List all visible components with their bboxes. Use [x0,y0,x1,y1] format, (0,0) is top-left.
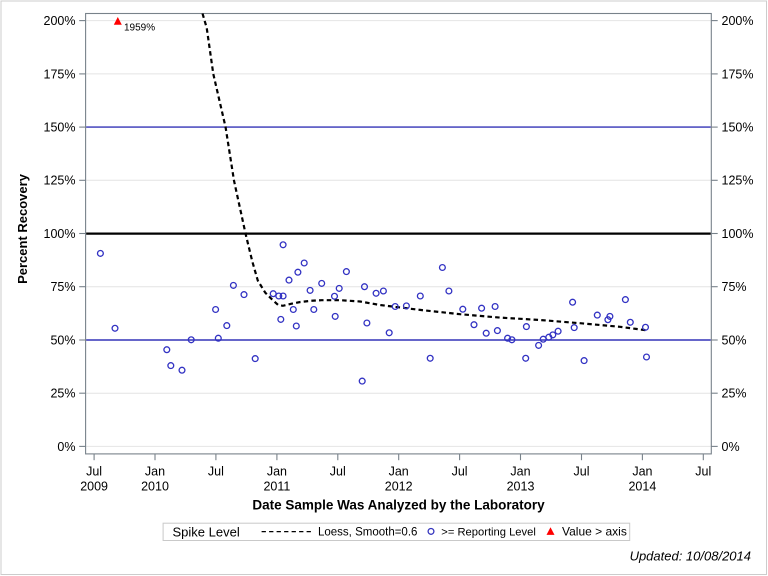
svg-text:0%: 0% [57,440,75,454]
svg-text:Jan: Jan [267,464,287,478]
svg-text:Jul: Jul [208,464,224,478]
svg-text:100%: 100% [44,227,76,241]
svg-text:25%: 25% [50,387,75,401]
svg-text:50%: 50% [50,333,75,347]
svg-text:Jul: Jul [574,464,590,478]
svg-text:>= Reporting Level: >= Reporting Level [441,527,536,539]
svg-text:Jan: Jan [389,464,409,478]
svg-text:2009: 2009 [80,479,108,493]
svg-text:125%: 125% [722,174,754,188]
svg-text:2013: 2013 [507,479,535,493]
svg-text:100%: 100% [722,227,754,241]
svg-text:Jan: Jan [632,464,652,478]
svg-text:Value > axis: Value > axis [562,525,627,539]
svg-text:Updated: 10/08/2014: Updated: 10/08/2014 [630,549,751,564]
svg-text:1959%: 1959% [124,22,155,33]
svg-text:0%: 0% [722,440,740,454]
svg-text:Percent Recovery: Percent Recovery [15,173,30,284]
svg-text:2014: 2014 [628,479,656,493]
svg-text:75%: 75% [50,280,75,294]
svg-text:Jul: Jul [452,464,468,478]
svg-text:Jan: Jan [510,464,530,478]
svg-text:2010: 2010 [141,479,169,493]
svg-text:2011: 2011 [263,479,290,493]
svg-text:200%: 200% [722,14,754,28]
svg-text:Loess, Smooth=0.6: Loess, Smooth=0.6 [318,527,417,539]
svg-text:Jul: Jul [695,464,711,478]
svg-text:Jul: Jul [86,464,102,478]
svg-text:175%: 175% [722,67,754,81]
svg-text:150%: 150% [722,121,754,135]
svg-text:50%: 50% [722,333,747,347]
svg-text:2012: 2012 [385,479,413,493]
svg-text:200%: 200% [44,14,76,28]
svg-text:Spike Level: Spike Level [173,525,240,540]
svg-text:Jan: Jan [145,464,165,478]
svg-text:150%: 150% [44,121,76,135]
svg-text:125%: 125% [44,174,76,188]
svg-text:75%: 75% [722,280,747,294]
svg-text:175%: 175% [44,67,76,81]
svg-text:Jul: Jul [330,464,346,478]
svg-text:Date Sample Was Analyzed by th: Date Sample Was Analyzed by the Laborato… [252,498,545,513]
svg-text:25%: 25% [722,387,747,401]
